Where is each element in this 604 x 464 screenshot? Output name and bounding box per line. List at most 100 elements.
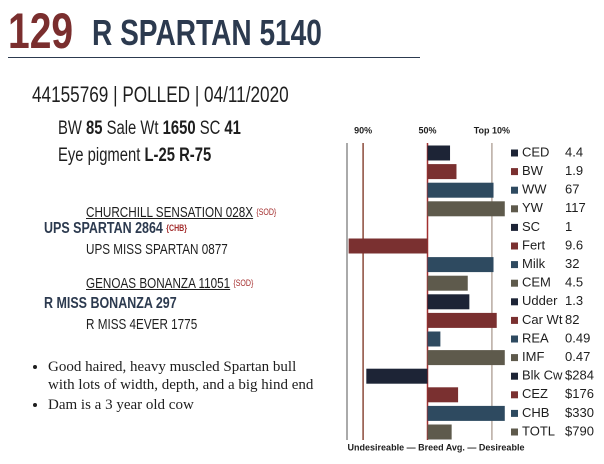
epd-value: 1 (565, 219, 572, 234)
epd-value: 67 (565, 182, 579, 197)
trait-label: Fert (522, 237, 546, 252)
trait-label: IMF (522, 349, 544, 364)
stat-value: 85 (85, 118, 103, 139)
name: GENOAS BONANZA 11051 (86, 275, 231, 292)
stat-value: 41 (224, 118, 241, 139)
epd-value: 117 (565, 200, 586, 215)
pedigree-entry: CHURCHILL SENSATION 028X {SOD} (86, 204, 276, 221)
lot-number: 129 (8, 3, 74, 59)
trait-label: TOTL (522, 423, 555, 438)
notes: Good haired, heavy muscled Spartan bull … (26, 358, 316, 416)
legend-swatch (511, 205, 518, 213)
legend-swatch (511, 354, 518, 362)
trait-label: SC (522, 219, 540, 234)
legend-swatch (511, 391, 518, 399)
pedigree-entry: R MISS BONANZA 297 (44, 295, 177, 312)
eye-pigment: Eye pigment L-25 R-75 (58, 145, 211, 167)
legend-swatch (511, 428, 518, 436)
name: CHURCHILL SENSATION 028X (86, 204, 254, 221)
epd-value: 1.3 (565, 293, 583, 308)
stat-label: BW (58, 118, 82, 139)
legend-swatch (511, 372, 518, 380)
legend-swatch (511, 279, 518, 287)
pedigree-entry: GENOAS BONANZA 11051 {SOD} (86, 275, 253, 292)
bar (427, 182, 494, 198)
trait-label: Blk Cw (522, 368, 563, 383)
trait-label: YW (522, 200, 544, 215)
info-line: 44155769 | POLLED | 04/11/2020 (32, 82, 289, 107)
trait-label: Car Wt (522, 312, 563, 327)
epd-value: 82 (565, 312, 579, 327)
legend-swatch (511, 168, 518, 176)
bar (427, 145, 451, 161)
trait-label: WW (522, 182, 547, 197)
stat-label: SC (199, 118, 221, 139)
label: Eye pigment (58, 145, 141, 166)
bar (427, 405, 505, 421)
stat-value: 1650 (162, 118, 196, 139)
epd-value: $790 (565, 423, 594, 438)
value: L-25 (144, 145, 175, 166)
x-tick-label: Top 10% (474, 125, 510, 135)
legend-swatch (511, 335, 518, 343)
pedigree-entry: UPS MISS SPARTAN 0877 (86, 241, 228, 258)
x-tick-label: 50% (418, 125, 436, 135)
note: Dam is a 3 year old cow (48, 396, 316, 414)
legend-swatch (511, 149, 518, 157)
pedigree-entry: UPS SPARTAN 2864 {CHB} (44, 220, 187, 238)
tag: {CHB} (166, 223, 187, 233)
legend-swatch (511, 242, 518, 250)
bar (427, 331, 441, 347)
trait-label: CED (522, 144, 549, 159)
legend-swatch (511, 298, 518, 306)
name: UPS SPARTAN 2864 (44, 220, 163, 237)
bar (366, 368, 428, 384)
animal-name: R SPARTAN 5140 (92, 12, 322, 53)
pedigree-entry: R MISS 4EVER 1775 (86, 316, 198, 333)
trait-label: Milk (522, 256, 546, 271)
legend-swatch (511, 186, 518, 194)
epd-value: 0.47 (565, 349, 590, 364)
bar (427, 424, 452, 440)
epd-value: 0.49 (565, 330, 590, 345)
note-list: Good haired, heavy muscled Spartan bull … (26, 358, 316, 414)
stats: BW 85 Sale Wt 1650 SC 41 (58, 118, 241, 140)
epd-value: 9.6 (565, 237, 583, 252)
bar (348, 238, 428, 254)
legend-swatch (511, 316, 518, 324)
bar (427, 350, 505, 366)
note: Good haired, heavy muscled Spartan bull … (48, 358, 316, 394)
bar (427, 387, 459, 403)
trait-label: CEZ (522, 386, 548, 401)
trait-label: BW (522, 163, 544, 178)
bar (427, 275, 468, 291)
bar (427, 164, 457, 180)
trait-label: REA (522, 330, 549, 345)
epd-value: 1.9 (565, 163, 583, 178)
x-tick-label: 90% (354, 125, 372, 135)
bar (427, 201, 505, 217)
legend-swatch (511, 261, 518, 269)
tag: {SOD} (233, 278, 254, 288)
legend-swatch (511, 223, 518, 231)
stat-label: Sale Wt (106, 118, 159, 139)
trait-label: CHB (522, 405, 549, 420)
epd-value: 4.5 (565, 275, 583, 290)
epd-value: $176 (565, 386, 594, 401)
epd-value: $330 (565, 405, 594, 420)
header-rule (8, 57, 420, 58)
chart-footer: Undesireable — Breed Avg. — Desireable (348, 442, 525, 452)
trait-label: CEM (522, 275, 551, 290)
epd-value: 32 (565, 256, 579, 271)
epd-value: $284 (565, 368, 594, 383)
epd-value: 4.4 (565, 144, 583, 159)
bar (427, 294, 470, 310)
bar (427, 312, 497, 328)
trait-label: Udder (522, 293, 558, 308)
value: R-75 (179, 145, 212, 166)
bar (427, 257, 494, 273)
legend-swatch (511, 409, 518, 417)
tag: {SOD} (256, 207, 277, 217)
